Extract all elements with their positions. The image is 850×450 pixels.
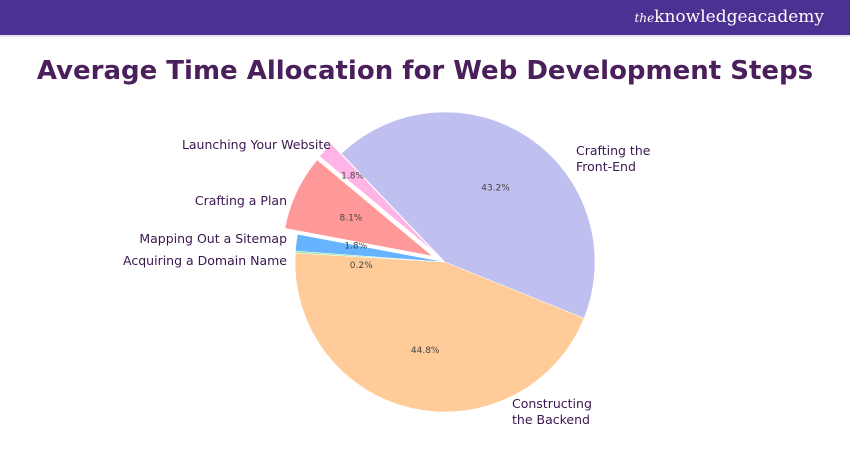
pct-label: 8.1% [339,214,362,224]
slice-label: Crafting the [576,143,651,158]
brand-logo: theknowledgeacademy [635,7,824,27]
pct-label: 1.8% [341,172,364,182]
pie-slice [284,159,434,257]
pie-slice [341,111,596,319]
pct-label: 44.8% [411,346,440,356]
slice-label: Front-End [576,159,636,174]
brand-prefix: the [634,11,655,25]
chart-title: Average Time Allocation for Web Developm… [36,56,814,86]
pct-label: 43.2% [481,184,510,194]
slice-label: Launching Your Website [182,137,331,152]
pct-label: 0.2% [350,261,373,271]
pct-label: 1.8% [344,241,367,251]
header-bar: theknowledgeacademy [0,0,850,37]
brand-name: knowledgeacademy [654,7,824,27]
pie-slice [319,143,435,253]
pie-slice [295,233,446,263]
slice-label: Crafting a Plan [195,193,287,208]
slice-label: Acquiring a Domain Name [123,253,287,268]
slice-label: Constructing [512,396,592,411]
pie-slice [294,252,585,413]
slice-label: Mapping Out a Sitemap [139,231,287,246]
slice-label: the Backend [512,412,590,427]
